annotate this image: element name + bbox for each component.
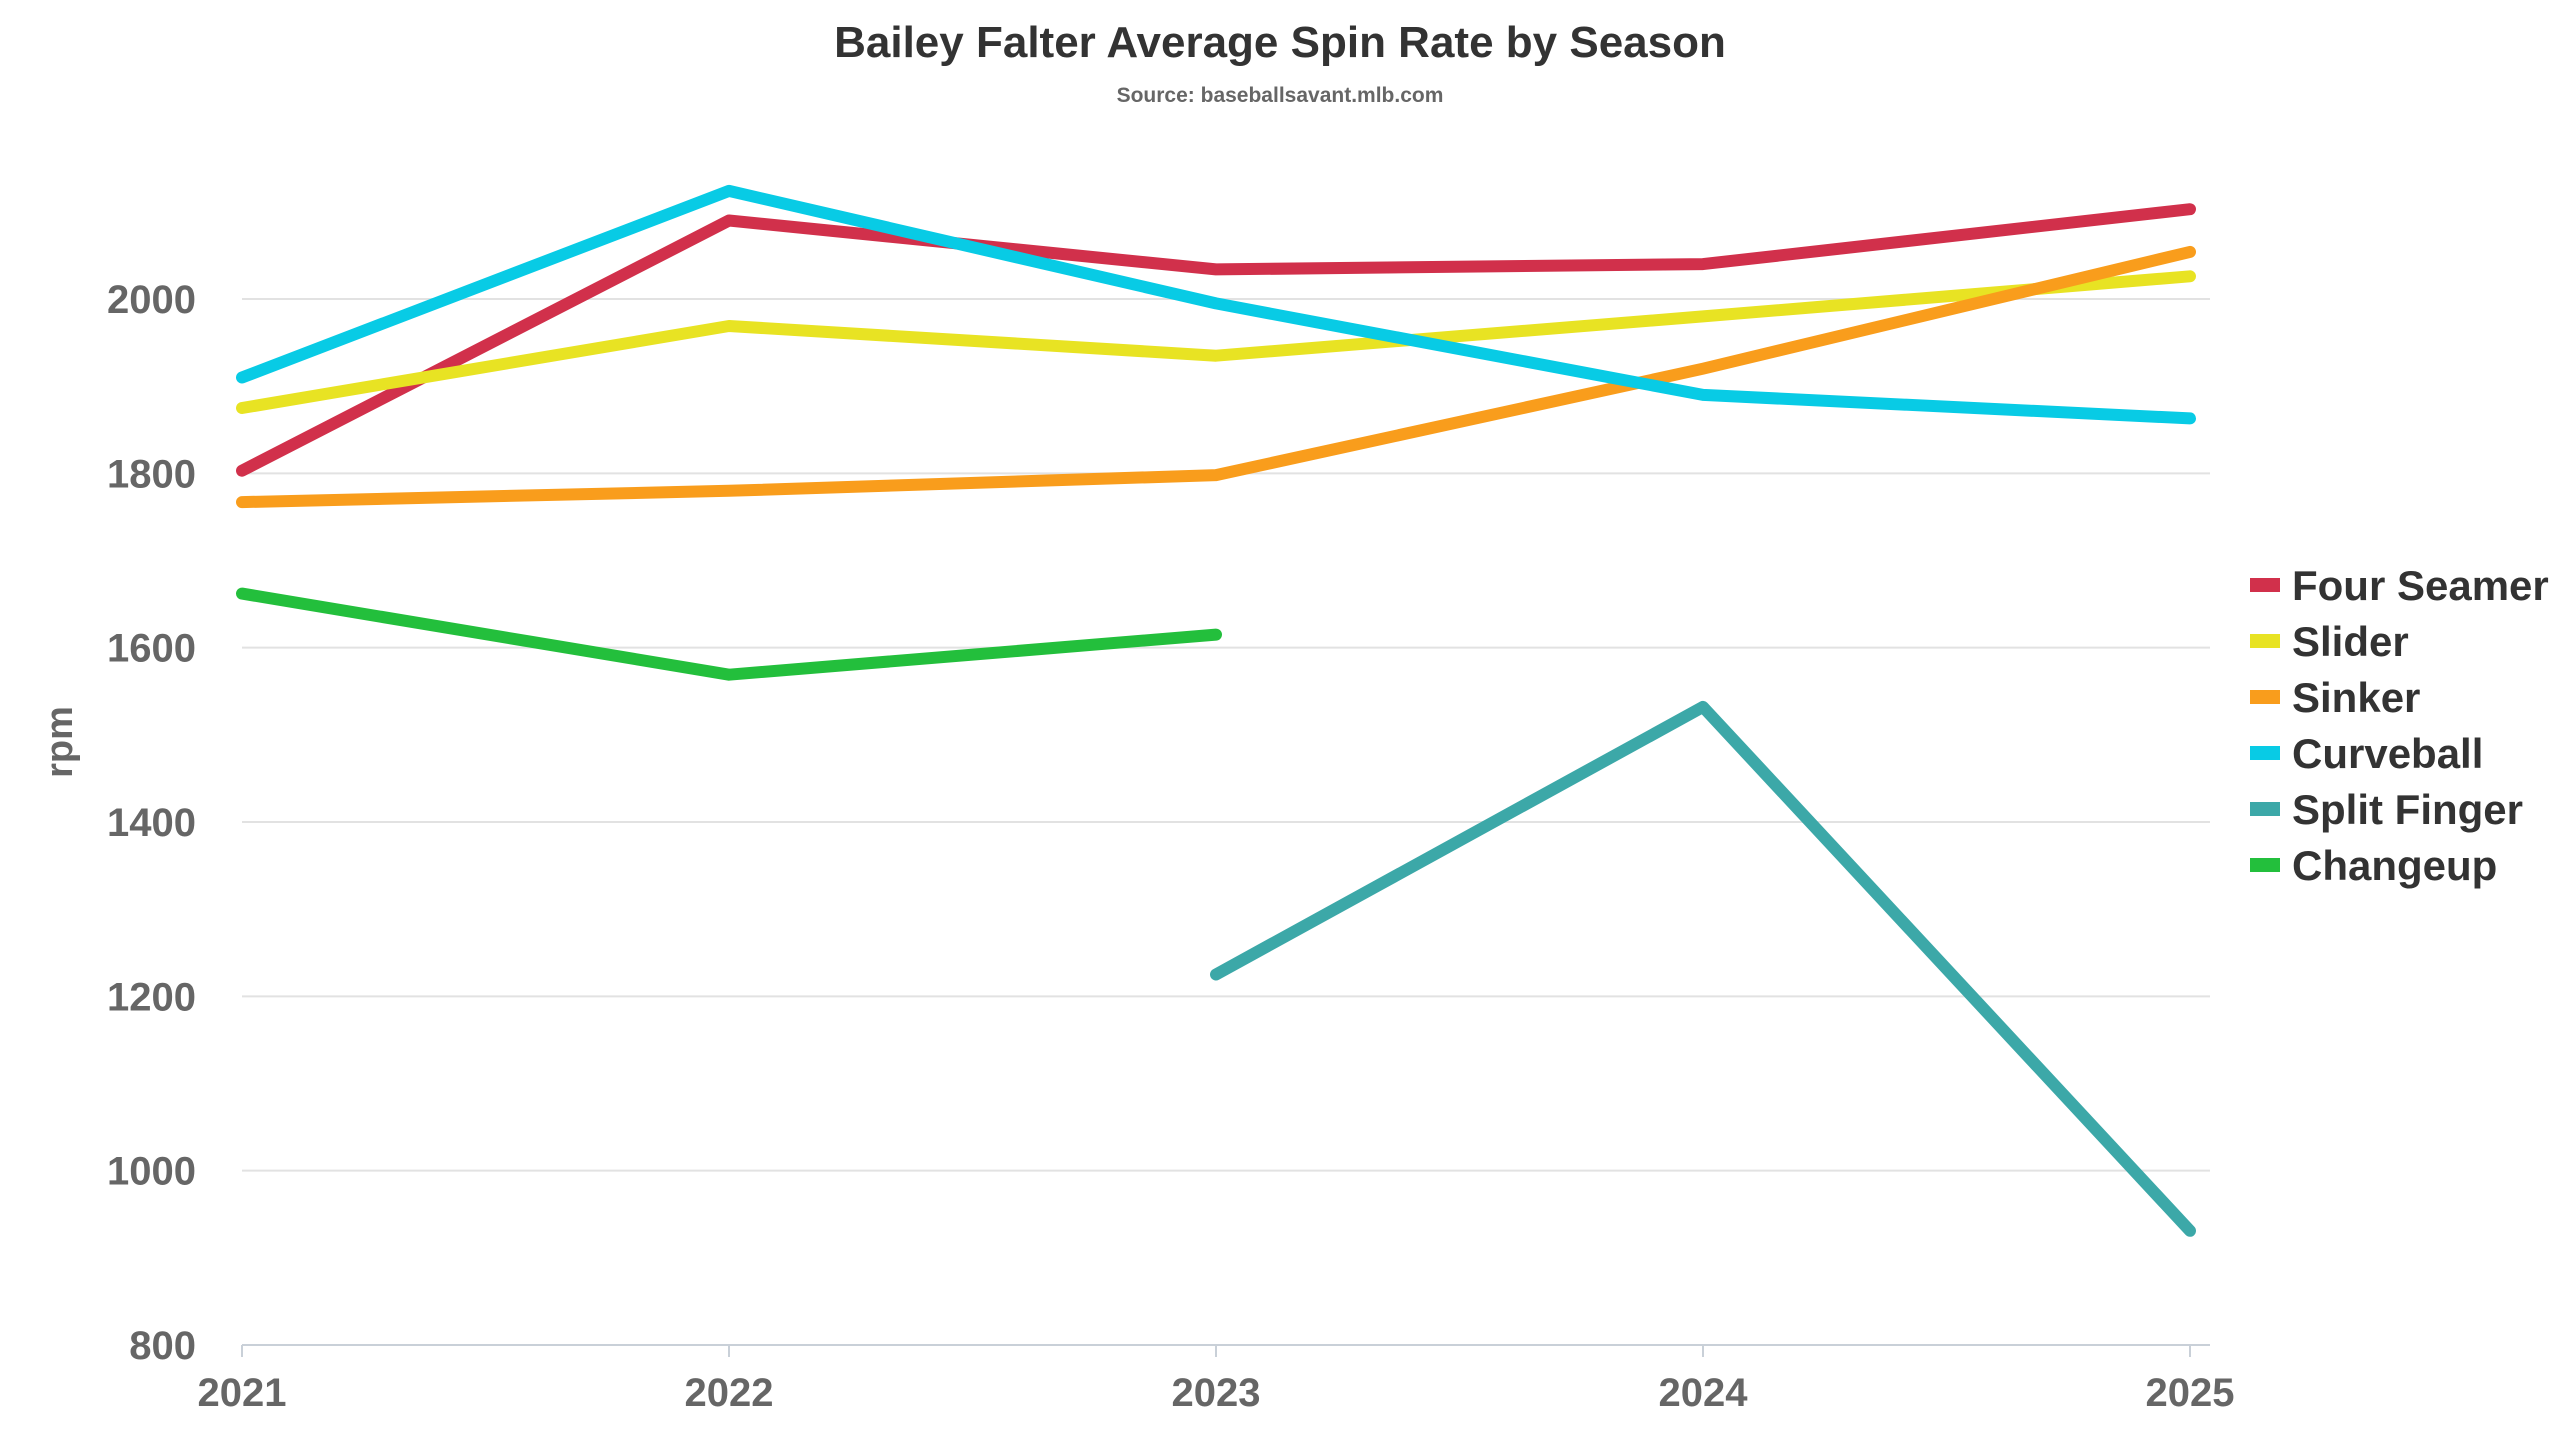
legend-label-changeup: Changeup [2292, 842, 2497, 889]
y-tick-label: 1600 [107, 627, 196, 671]
series-line-sinker [236, 245, 2196, 509]
x-tick-label: 2024 [1659, 1371, 1749, 1415]
x-tick-label: 2025 [2146, 1371, 2235, 1415]
chart-title: Bailey Falter Average Spin Rate by Seaso… [834, 18, 1726, 67]
axes: 800 1000 1200 1400 1600 1800 2000 2021 2022 2023 2… [107, 278, 2234, 1415]
legend-swatch-sinker [2250, 690, 2280, 704]
legend-swatch-changeup [2250, 858, 2280, 872]
series-lines [236, 184, 2196, 1237]
legend: Four Seamer Slider Sinker Curveball Split Fi… [2250, 562, 2549, 889]
y-tick-label: 1400 [107, 801, 196, 845]
series-line-four-seamer [236, 203, 2196, 477]
legend-swatch-split-finger [2250, 802, 2280, 816]
legend-label-split-finger: Split Finger [2292, 786, 2523, 833]
legend-swatch-slider [2250, 634, 2280, 648]
series-line-curveball [236, 184, 2196, 425]
x-tick-label: 2023 [1172, 1371, 1261, 1415]
series-line-slider [236, 270, 2196, 414]
legend-swatch-curveball [2250, 746, 2280, 760]
legend-label-slider: Slider [2292, 618, 2409, 665]
y-tick-label: 2000 [107, 278, 196, 322]
y-tick-label: 1800 [107, 452, 196, 496]
legend-label-curveball: Curveball [2292, 730, 2483, 777]
chart-subtitle: Source: baseballsavant.mlb.com [1117, 84, 1444, 107]
y-tick-label: 1000 [107, 1150, 196, 1194]
legend-label-four-seamer: Four Seamer [2292, 562, 2549, 609]
grid-lines [242, 298, 2210, 1172]
legend-swatch-four-seamer [2250, 578, 2280, 592]
x-tick-label: 2021 [198, 1371, 287, 1415]
y-tick-label: 1200 [107, 975, 196, 1019]
y-tick-label: 800 [129, 1324, 196, 1368]
series-line-split-finger [1210, 700, 2196, 1237]
legend-label-sinker: Sinker [2292, 674, 2420, 721]
y-axis-label: rpm [39, 706, 81, 778]
x-tick-label: 2022 [685, 1371, 774, 1415]
series-line-changeup [236, 587, 1222, 681]
